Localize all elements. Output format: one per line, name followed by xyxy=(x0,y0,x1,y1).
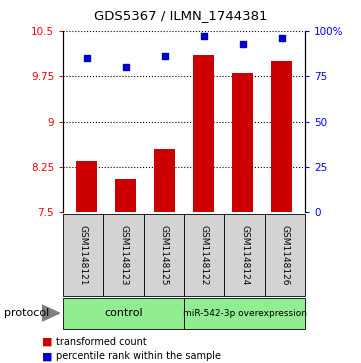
Text: transformed count: transformed count xyxy=(56,337,147,347)
Bar xyxy=(193,55,214,212)
Bar xyxy=(271,61,292,212)
Text: GSM1148124: GSM1148124 xyxy=(240,225,249,285)
Bar xyxy=(76,161,97,212)
Point xyxy=(240,41,245,46)
Point xyxy=(162,53,168,59)
Text: ■: ■ xyxy=(42,337,52,347)
Point xyxy=(279,35,284,41)
Point xyxy=(123,64,129,70)
Text: miR-542-3p overexpression: miR-542-3p overexpression xyxy=(183,309,306,318)
Text: protocol: protocol xyxy=(4,308,49,318)
Text: GSM1148126: GSM1148126 xyxy=(280,225,290,285)
Bar xyxy=(154,149,175,212)
Text: GSM1148125: GSM1148125 xyxy=(160,225,169,285)
Text: control: control xyxy=(104,308,143,318)
Text: percentile rank within the sample: percentile rank within the sample xyxy=(56,351,221,362)
Text: ■: ■ xyxy=(42,351,52,362)
Text: GSM1148123: GSM1148123 xyxy=(119,225,128,285)
Text: GDS5367 / ILMN_1744381: GDS5367 / ILMN_1744381 xyxy=(94,9,267,22)
Text: GSM1148121: GSM1148121 xyxy=(79,225,88,285)
Polygon shape xyxy=(42,305,60,321)
Bar xyxy=(115,179,136,212)
Point xyxy=(84,55,90,61)
Text: GSM1148122: GSM1148122 xyxy=(200,225,209,285)
Point xyxy=(201,33,206,39)
Bar xyxy=(232,73,253,212)
